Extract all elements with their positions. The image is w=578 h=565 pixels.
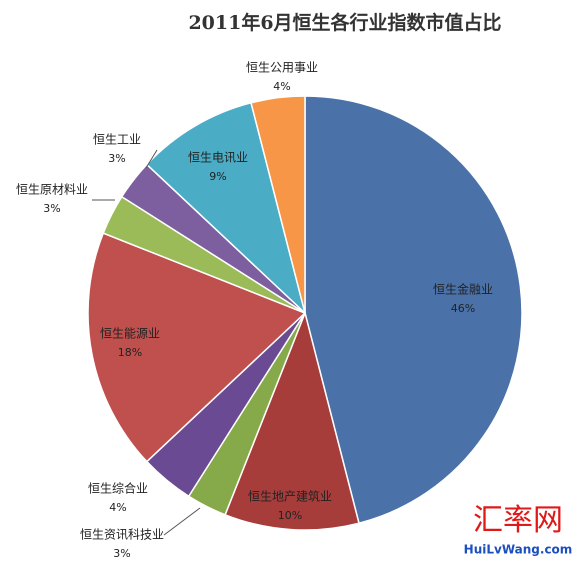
pie-slice bbox=[224, 310, 360, 531]
pie-slice bbox=[87, 232, 307, 463]
slice-value-label: 4% bbox=[109, 501, 126, 514]
leader-line bbox=[163, 507, 201, 536]
slice-value-label: 3% bbox=[108, 152, 125, 165]
slice-value-label: 4% bbox=[273, 80, 290, 93]
slice-value-label: 18% bbox=[118, 346, 142, 359]
slice-label: 恒生资讯科技业 bbox=[80, 528, 164, 542]
slice-label: 恒生电讯业 bbox=[188, 151, 248, 165]
slice-label: 恒生原材料业 bbox=[16, 183, 88, 197]
slices bbox=[87, 95, 523, 531]
slice-label: 恒生工业 bbox=[93, 133, 141, 147]
chart-title: 2011年6月恒生各行业指数市值占比 bbox=[188, 11, 501, 34]
watermark-text: 汇率网 bbox=[473, 503, 563, 538]
labels: 恒生金融业 46% 恒生地产建筑业 10% 恒生资讯科技业 3% 恒生综合业 4% 恒生能源业 1… bbox=[16, 61, 493, 561]
slice-label: 恒生地产建筑业 bbox=[248, 489, 332, 504]
slice-label: 恒生综合业 bbox=[88, 481, 148, 496]
pie-slice bbox=[304, 95, 523, 525]
slice-label: 恒生公用事业 bbox=[246, 61, 318, 75]
slice-value-label: 3% bbox=[43, 202, 60, 215]
slice-value-label: 3% bbox=[113, 547, 130, 560]
slice-value-label: 10% bbox=[278, 509, 302, 522]
slice-label: 恒生能源业 bbox=[100, 327, 160, 341]
watermark-url: HuiLvWang.com bbox=[464, 543, 573, 557]
leader-line bbox=[145, 149, 158, 169]
slice-value-label: 9% bbox=[209, 170, 226, 183]
pie-slice bbox=[250, 95, 306, 314]
slice-label: 恒生金融业 bbox=[433, 282, 493, 297]
slice-value-label: 46% bbox=[451, 302, 475, 315]
